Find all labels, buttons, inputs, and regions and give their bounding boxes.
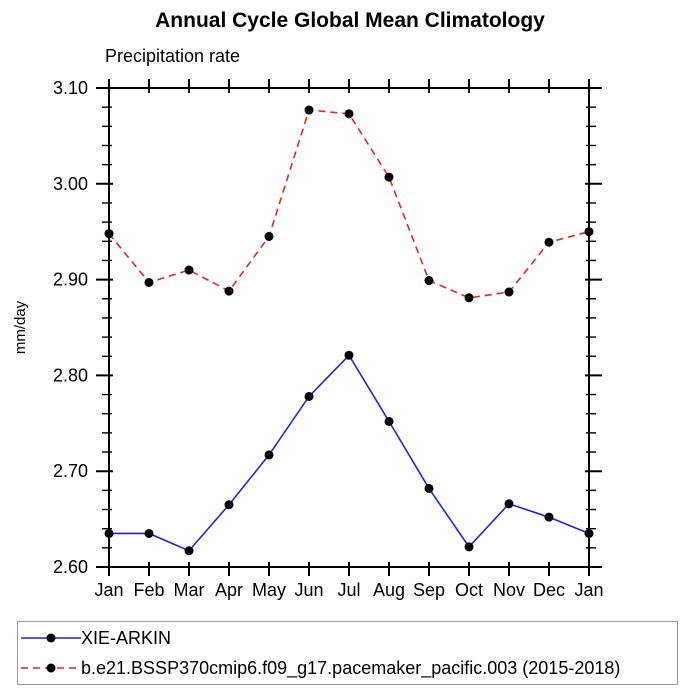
y-axis-tick-label: 3.00 (53, 174, 88, 194)
legend-label-1: b.e21.BSSP370cmip6.f09_g17.pacemaker_pac… (81, 658, 621, 678)
x-axis-tick-label: Feb (133, 580, 164, 600)
x-axis-tick-label: Dec (533, 580, 565, 600)
data-point-marker-s0 (264, 450, 274, 460)
x-axis-tick-label: Nov (493, 580, 525, 600)
chart-subtitle: Precipitation rate (105, 46, 241, 66)
y-axis-tick-label: 2.70 (53, 461, 88, 481)
plot-frame (108, 87, 590, 568)
data-point-marker-s0 (464, 542, 474, 552)
legend-marker (46, 663, 56, 673)
legend-entry-model: b.e21.BSSP370cmip6.f09_g17.pacemaker_pac… (21, 655, 677, 681)
data-point-marker-s0 (184, 546, 194, 556)
y-axis-tick-label: 2.80 (53, 365, 88, 385)
data-point-marker-s0 (544, 512, 554, 522)
legend-label-0: XIE-ARKIN (81, 628, 172, 648)
legend-line-sample-1 (21, 663, 81, 673)
data-point-marker-s1 (304, 105, 314, 115)
series-line-0 (109, 353, 590, 552)
x-axis-tick-label: Mar (174, 580, 205, 600)
data-point-marker-s0 (224, 500, 234, 510)
x-axis-tick-label: May (252, 580, 286, 600)
legend-entry-xie-arkin: XIE-ARKIN (21, 625, 677, 651)
data-point-marker-s0 (144, 528, 154, 538)
data-point-marker-s1 (104, 229, 114, 239)
x-axis-tick-label: Jun (294, 580, 323, 600)
data-point-marker-s1 (264, 231, 274, 241)
data-point-marker-s0 (384, 416, 394, 426)
y-axis-tick-label: 3.10 (53, 78, 88, 98)
x-axis-tick-label: Apr (215, 580, 243, 600)
data-point-marker-s1 (464, 293, 474, 303)
y-axis-tick-label: 2.90 (53, 270, 88, 290)
page-title: Annual Cycle Global Mean Climatology (155, 9, 545, 32)
x-axis-tick-label: Sep (413, 580, 445, 600)
chart-canvas: Jan Feb Mar Apr May Jun Jul Aug Sep Oct Nov Dec Jan 2… (12, 78, 604, 600)
x-axis-tick-label: Aug (373, 580, 405, 600)
x-axis-tick-label: Jan (574, 580, 603, 600)
data-point-marker-s1 (544, 237, 554, 247)
data-point-marker-s1 (344, 109, 354, 119)
legend-line-sample-0 (21, 633, 81, 643)
data-point-marker-s1 (144, 277, 154, 287)
data-point-marker-s0 (424, 483, 434, 493)
x-axis-tick-label: Oct (455, 580, 483, 600)
data-point-marker-s1 (584, 227, 594, 237)
data-point-marker-s0 (104, 528, 114, 538)
x-axis-tick-label: Jul (337, 580, 360, 600)
data-point-marker-s1 (224, 286, 234, 296)
y-axis-title: mm/day (12, 300, 29, 354)
data-point-marker-s1 (384, 172, 394, 182)
series-line-1 (108, 109, 590, 299)
data-point-marker-s1 (424, 276, 434, 286)
data-point-marker-s0 (504, 499, 514, 509)
data-point-marker-s0 (584, 528, 594, 538)
data-point-marker-s1 (504, 287, 514, 297)
y-axis-tick-label: 2.60 (53, 557, 88, 577)
data-point-marker-s0 (344, 350, 354, 360)
x-axis-tick-label: Jan (94, 580, 123, 600)
legend-box: XIE-ARKIN b.e21.BSSP370cmip6.f09_g17.pac… (17, 621, 678, 685)
data-point-marker-s1 (184, 265, 194, 275)
data-point-marker-s0 (304, 391, 314, 401)
legend-marker (46, 633, 56, 643)
